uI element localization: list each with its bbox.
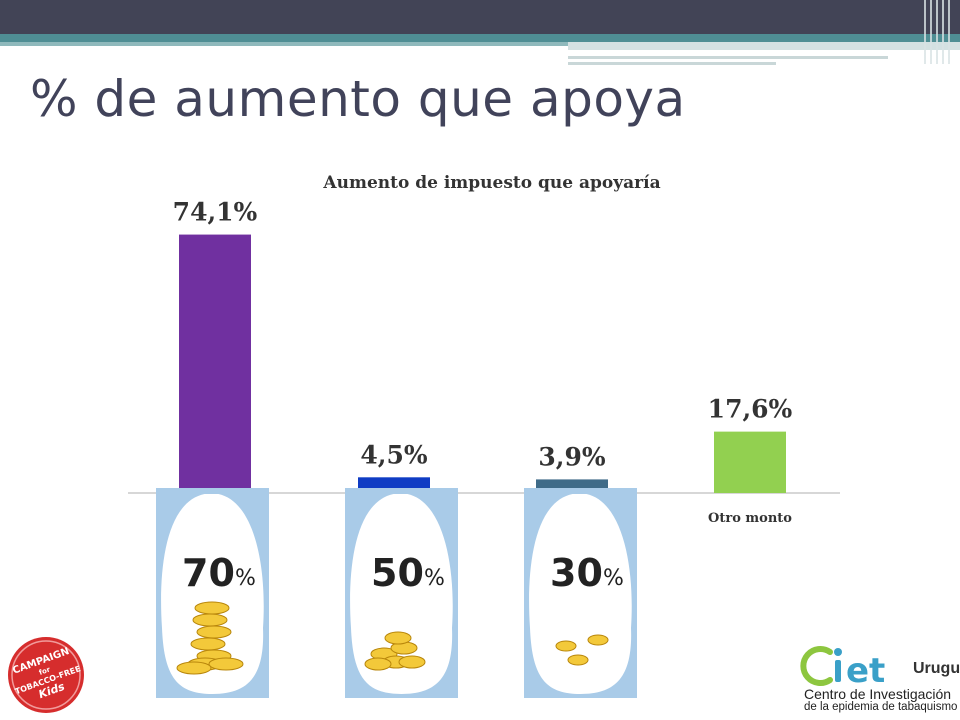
coin-icon	[587, 634, 609, 646]
data-label-1: 74,1%	[173, 198, 258, 227]
coin-icon	[555, 640, 577, 652]
page-title: % de aumento que apoya	[30, 70, 686, 128]
category-label-4: Otro monto	[708, 511, 792, 526]
ciet-uruguay-suffix: Uruguay	[913, 660, 960, 677]
ciet-tagline-line2: de la epidemia de tabaquismo	[804, 701, 958, 713]
coin-icon	[384, 631, 412, 645]
svg-text:et: et	[846, 651, 885, 691]
data-label-3: 3,9%	[538, 442, 605, 471]
coin-icon	[398, 655, 426, 669]
category-label-2: 50	[371, 551, 424, 595]
coin-icon	[176, 661, 212, 675]
category-label-1: 70	[182, 551, 235, 595]
decorative-line	[568, 42, 960, 50]
svg-text:for: for	[38, 665, 52, 677]
decorative-stripes	[924, 0, 954, 64]
coin-icon	[364, 657, 392, 671]
coin-icon	[192, 613, 228, 627]
decorative-line	[568, 62, 776, 65]
category-label-unit-2: %	[424, 566, 445, 591]
coin-icon	[567, 654, 589, 666]
chart-title: Aumento de impuesto que apoyaría	[322, 173, 660, 193]
coin-icon	[190, 637, 226, 651]
coin-icon	[208, 657, 244, 671]
category-label-3: 30	[550, 551, 603, 595]
data-label-2: 4,5%	[360, 440, 427, 469]
category-label-unit-1: %	[235, 566, 256, 591]
bar-4	[714, 431, 786, 493]
coin-icon	[194, 601, 230, 615]
campaign-for-tobacco-free-kids-logo: CAMPAIGN for TOBACCO-FREE Kids	[8, 637, 84, 713]
bar-1	[179, 234, 251, 494]
category-label-unit-3: %	[603, 566, 624, 591]
slide-accent-bar-light	[0, 42, 568, 46]
slide-top-bar	[0, 0, 960, 34]
category-card-blob-2	[350, 494, 453, 694]
slide-accent-bar	[0, 34, 960, 42]
coin-icon	[196, 625, 232, 639]
ciet-uruguay-logo: et	[800, 646, 885, 691]
decorative-line	[568, 56, 888, 59]
data-label-4: 17,6%	[708, 395, 793, 424]
ciet-tagline-line1: Centro de Investigación	[804, 686, 952, 702]
category-card-blob-1	[161, 494, 264, 694]
category-card-blob-3	[529, 494, 632, 694]
